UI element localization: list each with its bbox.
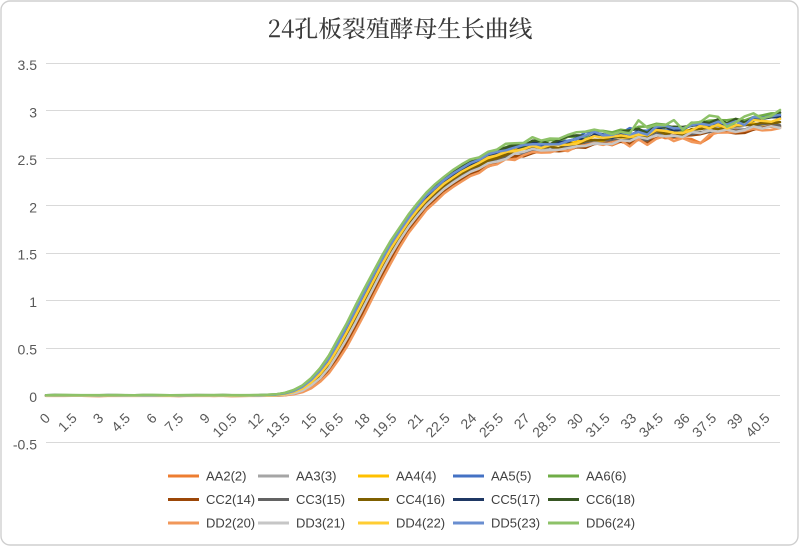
svg-text:AA6(6): AA6(6) [586, 469, 626, 484]
svg-text:DD2(20): DD2(20) [206, 516, 255, 531]
svg-text:3: 3 [29, 104, 37, 120]
svg-text:2.5: 2.5 [18, 152, 38, 168]
svg-text:DD6(24): DD6(24) [586, 516, 635, 531]
svg-text:AA5(5): AA5(5) [491, 469, 531, 484]
svg-text:AA2(2): AA2(2) [206, 469, 246, 484]
svg-text:AA3(3): AA3(3) [296, 469, 336, 484]
svg-text:DD5(23): DD5(23) [491, 516, 540, 531]
svg-text:CC6(18): CC6(18) [586, 492, 635, 507]
svg-text:DD4(22): DD4(22) [396, 516, 445, 531]
svg-text:0.5: 0.5 [18, 342, 38, 358]
svg-text:2: 2 [29, 199, 37, 215]
svg-text:CC5(17): CC5(17) [491, 492, 540, 507]
svg-text:CC4(16): CC4(16) [396, 492, 445, 507]
svg-text:1.5: 1.5 [18, 247, 38, 263]
svg-text:1: 1 [29, 294, 37, 310]
svg-text:0: 0 [29, 389, 37, 405]
svg-text:AA4(4): AA4(4) [396, 469, 436, 484]
svg-text:-0.5: -0.5 [13, 436, 37, 452]
svg-text:CC3(15): CC3(15) [296, 492, 345, 507]
svg-text:DD3(21): DD3(21) [296, 516, 345, 531]
svg-text:3.5: 3.5 [18, 57, 38, 73]
svg-text:CC2(14): CC2(14) [206, 492, 255, 507]
